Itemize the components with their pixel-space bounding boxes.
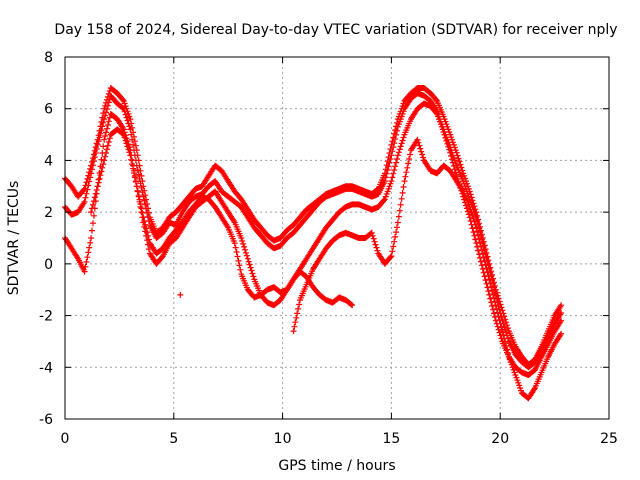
x-tick-label: 5 bbox=[169, 431, 178, 447]
data-series-track-1 bbox=[62, 90, 565, 371]
y-tick-label: 2 bbox=[44, 205, 53, 221]
y-tick-label: 8 bbox=[44, 50, 53, 66]
chart-title: Day 158 of 2024, Sidereal Day-to-day VTE… bbox=[54, 22, 617, 38]
x-tick-label: 10 bbox=[274, 431, 292, 447]
y-axis-label: SDTVAR / TECUs bbox=[6, 181, 22, 296]
data-series-track-3 bbox=[62, 100, 565, 378]
x-tick-label: 15 bbox=[382, 431, 400, 447]
plot-frame bbox=[64, 56, 610, 420]
x-axis-label: GPS time / hours bbox=[278, 458, 395, 474]
x-tick-label: 20 bbox=[491, 431, 509, 447]
outlier-point bbox=[177, 291, 184, 298]
y-tick-label: -2 bbox=[39, 309, 53, 325]
data-series-track-5 bbox=[290, 136, 565, 402]
y-tick-label: 4 bbox=[44, 153, 53, 169]
y-tick-label: 0 bbox=[44, 257, 53, 273]
y-tick-label: -6 bbox=[39, 412, 53, 428]
y-tick-label: 6 bbox=[44, 102, 53, 118]
data-series-group bbox=[62, 85, 565, 402]
axis-ticks: 0 5 10 15 20 25 -6 -4 -2 0 2 4 6 8 bbox=[39, 50, 618, 447]
x-tick-label: 25 bbox=[600, 431, 618, 447]
data-series-track-2 bbox=[62, 85, 565, 368]
y-tick-label: -4 bbox=[39, 360, 53, 376]
data-series-track-4 bbox=[88, 126, 356, 309]
x-tick-label: 0 bbox=[61, 431, 70, 447]
